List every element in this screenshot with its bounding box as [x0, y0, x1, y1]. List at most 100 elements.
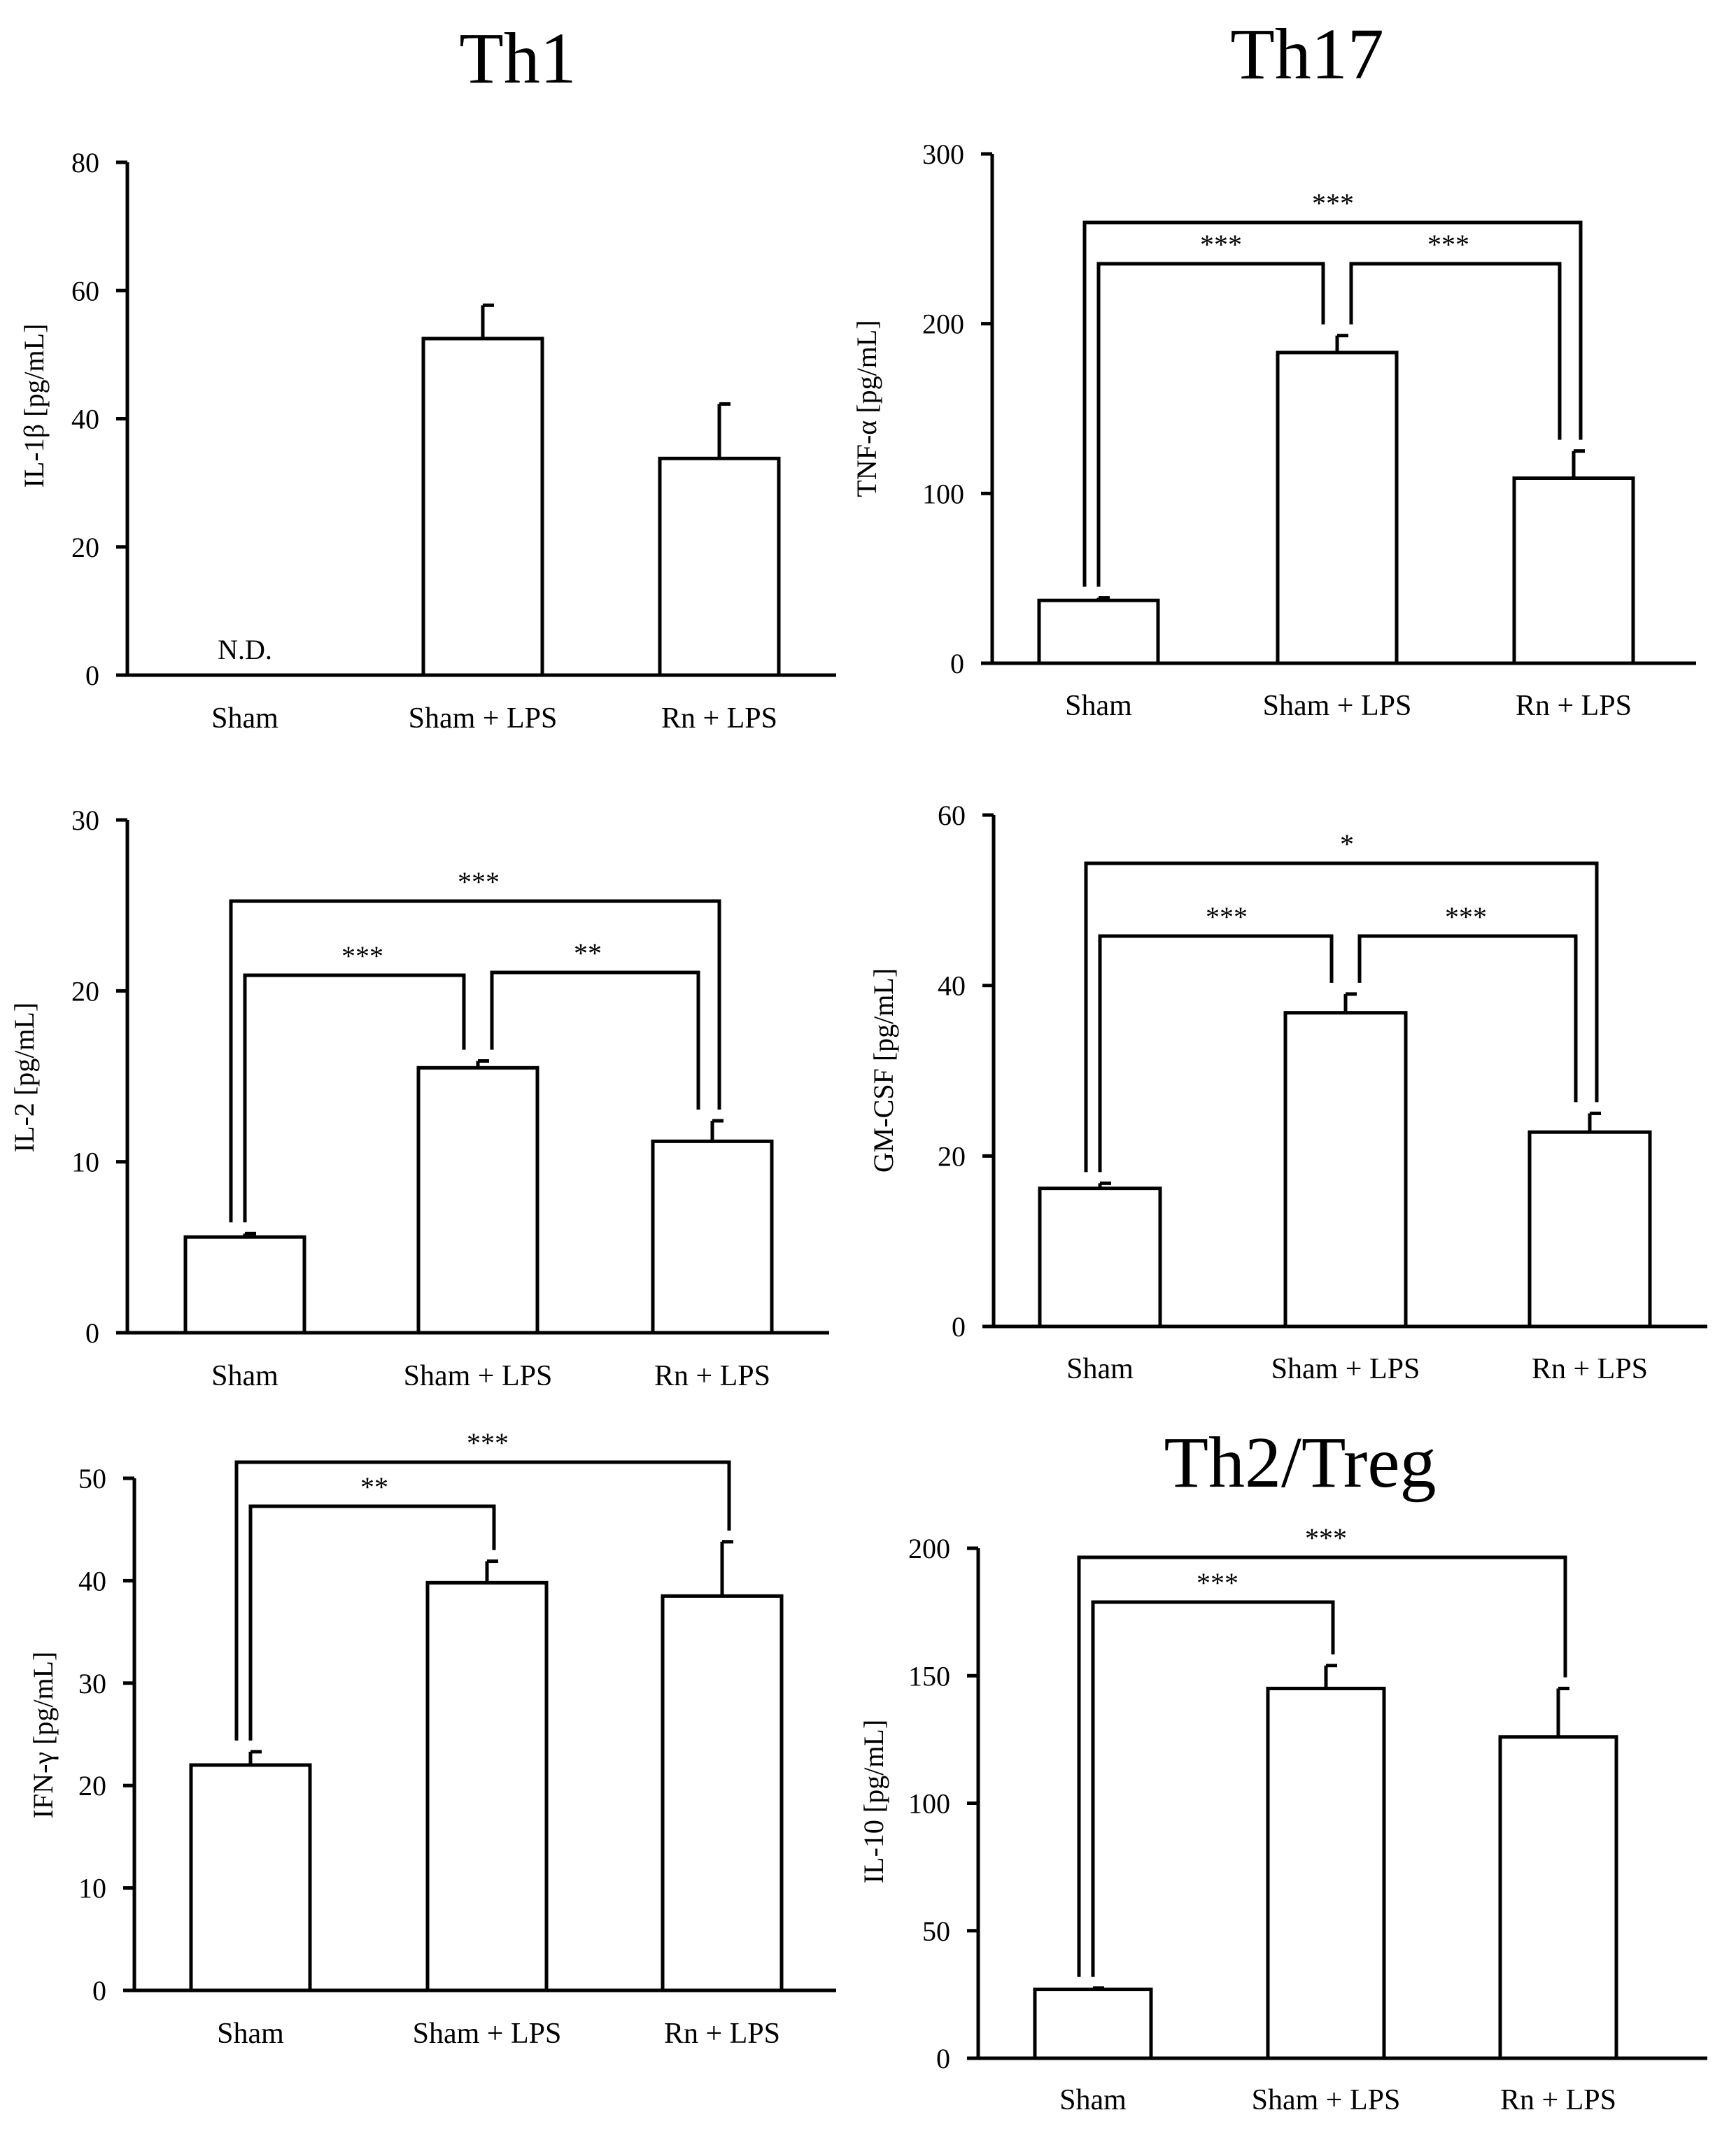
significance-label: ***: [1305, 1522, 1347, 1554]
category-label: Sham: [1065, 690, 1132, 722]
significance-bracket: [490, 970, 700, 1110]
y-tick-label: 50: [78, 1463, 106, 1494]
category-label: Sham + LPS: [409, 702, 558, 735]
significance-bracket: [1349, 262, 1562, 440]
y-axis-label: IL-2 [pg/mL]: [8, 1003, 40, 1152]
significance-bracket: [1082, 220, 1583, 587]
bar-il2-1: [416, 1066, 539, 1335]
category-label: Rn + LPS: [1500, 2084, 1616, 2116]
bar-il10-2: [1498, 1735, 1618, 2060]
nd-label: N.D.: [218, 634, 272, 665]
significance-label: ***: [1200, 229, 1242, 260]
significance-bracket: [1357, 934, 1578, 1103]
bar-tnfa-2: [1512, 476, 1635, 665]
bar-tnfa-0: [1037, 598, 1160, 665]
category-label: Rn + LPS: [1532, 1353, 1648, 1385]
bar-il10-1: [1266, 1686, 1386, 2060]
bar-tnfa-1: [1276, 351, 1399, 665]
y-tick-label: 0: [92, 1975, 106, 2006]
significance-bracket: [229, 899, 721, 1223]
significance-label: ***: [341, 940, 383, 972]
y-tick-label: 0: [936, 2043, 950, 2074]
y-tick-label: 60: [71, 275, 99, 306]
category-label: Sham: [211, 1360, 278, 1392]
category-label: Sham + LPS: [413, 2018, 562, 2050]
y-tick-label: 10: [71, 1147, 99, 1178]
significance-bracket: [1098, 934, 1334, 1173]
y-axis-label: GM-CSF [pg/mL]: [868, 968, 899, 1173]
y-tick-label: 10: [78, 1873, 106, 1904]
y-tick-label: 80: [71, 147, 99, 178]
category-label: Rn + LPS: [654, 1360, 770, 1392]
significance-label: ***: [1312, 187, 1354, 219]
y-tick-label: 20: [78, 1770, 106, 1801]
bar-il2-2: [651, 1139, 774, 1335]
category-label: Sham + LPS: [1263, 690, 1412, 722]
significance-label: ***: [467, 1427, 509, 1459]
y-tick-label: 300: [922, 139, 964, 170]
y-axis-label: IL-10 [pg/mL]: [858, 1720, 889, 1883]
bar-ifng-0: [189, 1763, 312, 1992]
y-tick-label: 20: [71, 975, 99, 1007]
category-label: Rn + LPS: [664, 2018, 780, 2050]
category-label: Rn + LPS: [661, 702, 777, 735]
bar-il10-0: [1033, 1988, 1153, 2060]
y-tick-label: 30: [78, 1668, 106, 1699]
category-label: Sham + LPS: [1252, 2084, 1401, 2116]
significance-bracket: [1096, 262, 1325, 587]
category-label: Sham + LPS: [404, 1360, 553, 1392]
y-tick-label: 150: [908, 1660, 950, 1692]
category-label: Rn + LPS: [1516, 690, 1632, 722]
category-label: Sham: [217, 2018, 284, 2050]
y-tick-label: 40: [71, 404, 99, 435]
significance-bracket: [248, 1504, 496, 1741]
chart-il10: 0 50 100 150 200 IL-10 [pg/mL] Sham Sham + LPS R…: [858, 1522, 1707, 2116]
bar-ifng-2: [661, 1594, 784, 1992]
y-tick-label: 50: [922, 1916, 950, 1947]
bar-il2-0: [183, 1235, 306, 1335]
y-tick-label: 40: [938, 970, 966, 1002]
y-axis-label: TNF-α [pg/mL]: [851, 320, 882, 497]
significance-bracket: [234, 1460, 731, 1741]
significance-label: ***: [1445, 901, 1487, 933]
chart-tnfa: 0 100 200 300 TNF-α [pg/mL] Sham Sham + LPS Rn …: [851, 139, 1696, 722]
y-tick-label: 0: [85, 660, 99, 691]
heading-th2treg: Th2/Treg: [1164, 1422, 1436, 1503]
heading-th17: Th17: [1230, 14, 1384, 94]
significance-label: ***: [1427, 229, 1469, 260]
chart-gmcsf: 0 20 40 60 GM-CSF [pg/mL] Sham Sham + LPS Rn + …: [868, 800, 1707, 1385]
y-axis-label: IL-1β [pg/mL]: [18, 324, 50, 488]
y-tick-label: 0: [950, 648, 964, 679]
bar-gmcsf-2: [1527, 1130, 1652, 1329]
significance-bracket: [243, 973, 466, 1223]
bar-gmcsf-0: [1038, 1187, 1162, 1329]
y-tick-label: 200: [922, 309, 964, 340]
significance-label: *: [1340, 828, 1354, 860]
chart-il2: 0 10 20 30 IL-2 [pg/mL] Sham Sham + LPS Rn + LP…: [8, 805, 829, 1392]
bar-il1b-1: [421, 337, 544, 677]
bar-gmcsf-1: [1283, 1011, 1408, 1329]
chart-ifng: 0 10 20 30 40 50 IFN-γ [pg/mL] Sham Sham + LPS Rn…: [27, 1427, 836, 2050]
panels: 0 20 40 60 80 IL-1β [pg/mL] Sham Sham + LPS Rn +…: [8, 139, 1707, 2116]
y-tick-label: 0: [85, 1317, 99, 1349]
y-tick-label: 100: [922, 478, 964, 509]
significance-bracket: [1084, 861, 1599, 1173]
chart-il1b: 0 20 40 60 80 IL-1β [pg/mL] Sham Sham + LPS Rn +…: [18, 147, 836, 735]
y-tick-label: 30: [71, 805, 99, 836]
y-tick-label: 100: [908, 1788, 950, 1820]
significance-bracket: [1077, 1555, 1567, 1977]
category-label: Sham: [1066, 1353, 1134, 1385]
significance-label: ***: [1197, 1567, 1239, 1599]
category-label: Sham: [211, 702, 278, 735]
significance-label: ***: [458, 866, 500, 898]
category-label: Sham + LPS: [1271, 1353, 1420, 1385]
heading-th1: Th1: [459, 18, 577, 99]
significance-label: ***: [1206, 901, 1248, 933]
bar-ifng-1: [425, 1580, 549, 1992]
y-tick-label: 0: [952, 1311, 966, 1343]
y-tick-label: 40: [78, 1565, 106, 1597]
significance-label: **: [360, 1471, 388, 1503]
y-tick-label: 60: [938, 800, 966, 831]
category-label: Sham: [1059, 2084, 1127, 2116]
